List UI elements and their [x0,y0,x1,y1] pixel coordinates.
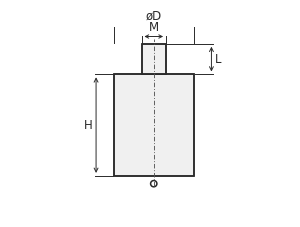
Bar [113,74,194,176]
Bar [142,44,166,74]
Text: M: M [149,21,159,34]
Bar [142,44,166,74]
Text: H: H [83,119,92,132]
Bar [113,74,194,176]
Text: øD: øD [146,10,162,22]
Text: L: L [215,53,222,66]
